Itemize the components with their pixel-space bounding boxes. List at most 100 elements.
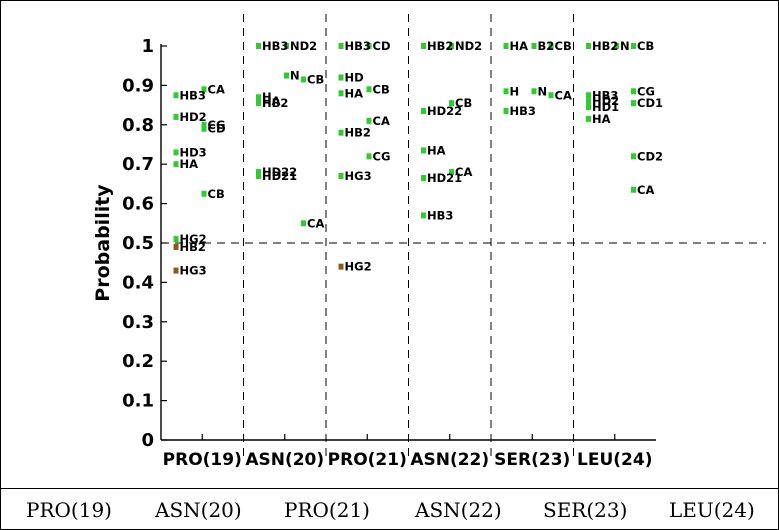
point-label: CB [555, 39, 572, 53]
point-label: CA [555, 88, 572, 102]
data-point [586, 43, 591, 49]
data-point [256, 43, 261, 49]
y-tick-label: 0.4 [122, 272, 154, 293]
data-point [631, 100, 636, 107]
data-point [449, 100, 454, 107]
point-label: HD21 [262, 169, 297, 183]
data-point [449, 43, 454, 49]
point-label: N [290, 69, 300, 83]
point-label: HB3 [510, 104, 536, 118]
y-tick-label: 0 [141, 430, 154, 451]
y-tick-label: 0.5 [122, 233, 154, 254]
y-tick-label: 0.2 [122, 351, 154, 372]
point-label: HB2 [180, 240, 206, 254]
data-point [586, 115, 591, 122]
data-point [503, 43, 509, 49]
data-point [631, 43, 636, 49]
data-point [173, 236, 179, 243]
point-label: HD [345, 71, 364, 85]
point-label: CG [208, 118, 226, 132]
point-label: CB [208, 187, 225, 201]
x-tick-label: LEU(24) [577, 450, 652, 470]
data-point [301, 220, 306, 227]
data-point [256, 94, 261, 101]
y-tick-label: 0.9 [122, 75, 154, 96]
data-point [338, 43, 344, 49]
point-label: HB2 [592, 39, 618, 53]
data-point [173, 149, 179, 156]
data-point [338, 90, 344, 97]
bottom-label-ser23: SER(23) [543, 498, 628, 522]
y-tick-label: 0.6 [122, 194, 154, 215]
point-label: HG3 [345, 169, 372, 183]
data-point [173, 92, 179, 99]
point-label: HA [180, 157, 199, 171]
label-layer: HB3HD2HD3HAHG2HB2HG3CACGCDCBHB3HHAHB2HD2… [180, 39, 664, 278]
data-point [586, 104, 591, 111]
y-tick-label: 0.8 [122, 115, 154, 136]
data-point [631, 153, 636, 160]
data-point [421, 174, 426, 181]
point-label: N [620, 39, 630, 53]
point-label: H [510, 84, 520, 98]
point-label: HB3 [592, 88, 618, 102]
point-label: CB [455, 96, 472, 110]
y-tick-label: 0.1 [122, 391, 154, 412]
point-label: B2 [538, 39, 555, 53]
data-point [173, 243, 179, 250]
data-point [449, 169, 454, 176]
point-label: HB2 [262, 96, 288, 110]
grid-layer [161, 14, 766, 462]
x-tick-label: PRO(19) [163, 450, 242, 470]
data-point [284, 72, 289, 79]
y-tick-label: 1 [141, 36, 154, 57]
point-label: CG [637, 84, 655, 98]
point-label: HB2 [345, 126, 371, 140]
point-label: CD1 [637, 96, 663, 110]
y-tick-label: 0.3 [122, 312, 154, 333]
data-point [531, 43, 537, 49]
separator-line [0, 488, 779, 489]
data-point [338, 173, 344, 180]
data-point [366, 153, 372, 160]
point-label: CA [637, 183, 654, 197]
data-point [421, 212, 426, 219]
point-label: CA [208, 82, 225, 96]
x-tick-label: ASN(22) [410, 450, 489, 470]
data-point [338, 263, 344, 270]
point-label: HA [427, 143, 446, 157]
bottom-label-leu24: LEU(24) [669, 498, 755, 522]
data-point [256, 100, 261, 107]
point-label: HB3 [345, 39, 371, 53]
point-label: HD3 [180, 145, 207, 159]
point-label: CA [455, 165, 472, 179]
point-label: N [538, 84, 548, 98]
point-label: HD22 [427, 104, 462, 118]
data-point [631, 88, 636, 95]
data-point [503, 88, 509, 95]
data-point [256, 173, 261, 180]
point-label: CB [373, 82, 390, 96]
data-point [548, 43, 554, 49]
point-label: HD2 [180, 110, 207, 124]
point-label: HG2 [345, 260, 372, 274]
data-point [301, 76, 306, 83]
point-label: HD22 [262, 165, 297, 179]
point-label: CA [307, 216, 324, 230]
data-point [284, 43, 289, 49]
data-point [548, 92, 554, 99]
data-point [201, 190, 207, 197]
data-point [531, 88, 537, 95]
marker-layer [173, 43, 636, 274]
point-label: HA [510, 39, 529, 53]
point-label: HB3 [427, 208, 453, 222]
point-label: CD [208, 122, 226, 136]
point-label: CG [373, 149, 391, 163]
point-label: HB3 [180, 88, 206, 102]
data-point [631, 186, 636, 193]
data-point [586, 92, 591, 99]
data-point [586, 98, 591, 105]
y-axis-label: Probability [92, 184, 114, 302]
